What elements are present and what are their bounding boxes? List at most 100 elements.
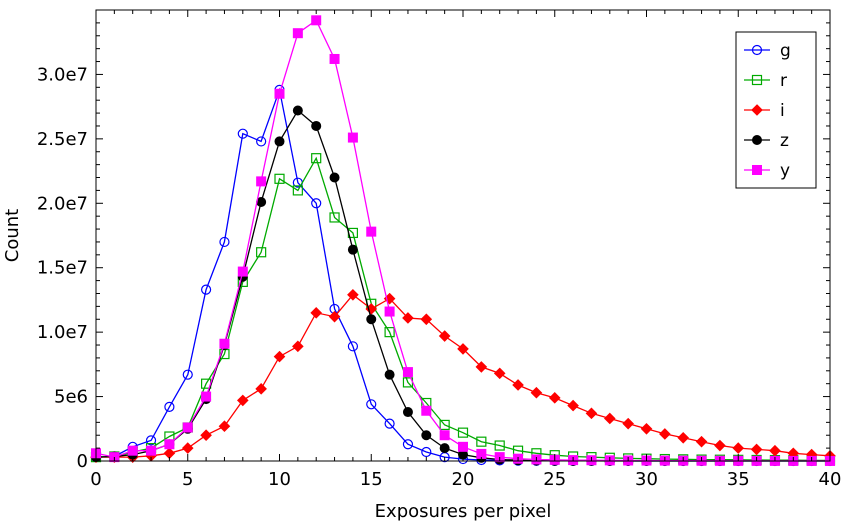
data-point-i — [695, 435, 708, 448]
data-point-r — [311, 153, 322, 164]
y-tick-label: 2.5e7 — [37, 129, 88, 150]
data-point-y — [256, 176, 267, 187]
data-point-i — [310, 307, 323, 319]
data-point-g — [237, 128, 248, 139]
data-point-r — [494, 440, 505, 451]
data-point-r — [384, 327, 395, 338]
data-point-g — [402, 439, 414, 450]
y-tick-label: 2.0e7 — [37, 193, 88, 214]
data-point-i — [273, 350, 286, 363]
x-tick-label: 25 — [543, 469, 566, 490]
legend-item-g: g — [744, 41, 791, 61]
data-point-i — [292, 340, 304, 353]
data-point-r — [292, 185, 303, 196]
data-point-i — [585, 407, 598, 420]
data-point-r — [329, 212, 340, 223]
legend-label: i — [780, 101, 785, 121]
data-point-r — [439, 419, 450, 431]
data-point-i — [493, 367, 506, 380]
y-tick-label: 1.0e7 — [37, 322, 88, 343]
legend-item-r: r — [744, 71, 787, 91]
data-point-g — [311, 198, 322, 209]
data-point-y — [146, 445, 157, 456]
data-point-z — [421, 430, 432, 441]
legend-label: z — [780, 131, 789, 151]
data-point-i — [328, 310, 341, 323]
data-point-i — [200, 429, 212, 442]
data-point-y — [219, 338, 230, 349]
data-point-i — [714, 439, 726, 452]
x-tick-label: 30 — [635, 469, 658, 490]
data-point-i — [548, 392, 561, 404]
data-point-i — [512, 379, 524, 391]
ticks-layer: 0 5 10 15 20 25 30 35 40 0 5e6 1.0e7 1.5e7 2.0e7 2.5e7… — [37, 10, 842, 490]
y-tick-label: 5e6 — [54, 387, 88, 408]
data-point-i — [457, 343, 469, 355]
data-point-y — [421, 405, 432, 416]
legend-label: y — [780, 161, 790, 181]
data-point-z — [366, 314, 377, 325]
x-tick-label: 5 — [182, 469, 193, 490]
data-point-r — [256, 247, 267, 258]
data-point-z — [384, 369, 395, 380]
data-point-z — [274, 136, 285, 147]
data-point-y — [347, 132, 358, 143]
data-point-g — [347, 341, 358, 352]
data-point-i — [181, 442, 194, 454]
data-point-r — [274, 173, 285, 184]
data-point-y — [458, 441, 468, 452]
x-tick-label: 15 — [360, 469, 383, 490]
data-point-y — [164, 439, 175, 450]
x-tick-label: 35 — [727, 469, 750, 490]
data-point-i — [750, 443, 763, 456]
data-point-z — [402, 407, 413, 418]
data-point-i — [622, 417, 634, 430]
data-point-i — [677, 431, 690, 444]
legend-marker — [751, 74, 763, 86]
legend-item-y: y — [744, 161, 790, 181]
data-point-i — [402, 312, 414, 324]
data-point-y — [366, 226, 377, 237]
data-point-i — [236, 394, 249, 407]
data-point-i — [218, 420, 231, 433]
data-point-i — [530, 386, 543, 399]
data-point-y — [237, 266, 248, 277]
data-point-i — [347, 288, 359, 301]
data-point-g — [182, 369, 193, 380]
x-tick-label: 20 — [452, 469, 475, 490]
data-point-z — [292, 105, 303, 116]
data-point-g — [366, 399, 377, 410]
data-point-y — [201, 391, 212, 402]
data-point-z — [329, 172, 340, 183]
data-point-y — [182, 422, 193, 433]
data-point-i — [567, 399, 579, 412]
data-point-g — [145, 435, 157, 446]
data-point-y — [311, 15, 322, 26]
legend-label: g — [780, 41, 791, 61]
data-point-z — [439, 443, 450, 454]
data-point-y — [274, 88, 285, 99]
data-point-g — [421, 446, 432, 458]
data-point-z — [311, 120, 322, 131]
data-point-y — [439, 430, 450, 441]
data-point-i — [420, 313, 433, 326]
y-tick-label: 3.0e7 — [37, 64, 88, 85]
data-point-r — [457, 427, 469, 438]
data-point-i — [769, 444, 781, 457]
data-point-y — [329, 53, 340, 64]
data-point-g — [384, 418, 395, 429]
y-tick-label: 0 — [77, 451, 88, 472]
x-axis-title: Exposures per pixel — [375, 501, 552, 522]
data-point-z — [347, 244, 358, 255]
y-tick-label: 1.5e7 — [37, 258, 88, 279]
x-tick-label: 40 — [819, 469, 842, 490]
x-tick-label: 0 — [90, 469, 101, 490]
data-point-i — [640, 422, 653, 435]
legend-marker — [752, 135, 762, 145]
data-point-i — [659, 428, 671, 440]
legend-marker — [752, 165, 762, 175]
data-point-g — [164, 401, 175, 412]
